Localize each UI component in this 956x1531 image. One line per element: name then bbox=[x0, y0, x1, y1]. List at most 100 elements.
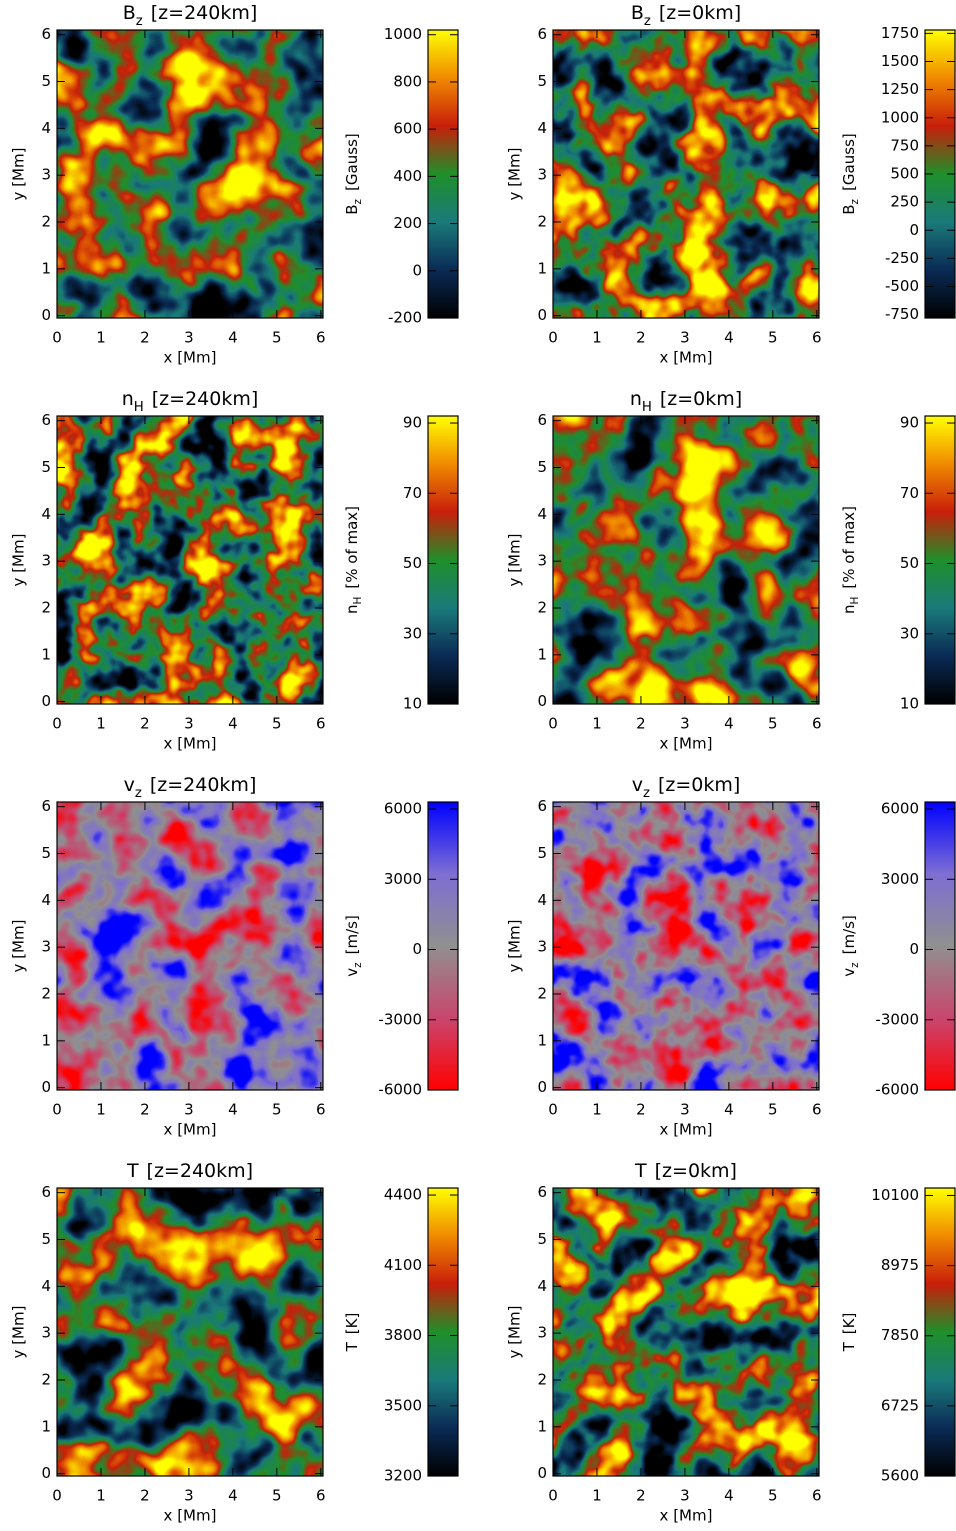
y-axis-label: y [Mm] bbox=[10, 148, 28, 201]
y-axis-label: y [Mm] bbox=[506, 920, 524, 973]
colorbar-tick-label: 3000 bbox=[881, 870, 919, 888]
x-tick-label: 4 bbox=[228, 1101, 238, 1119]
colorbar-tick-label: 800 bbox=[393, 72, 422, 90]
colorbar-tick-label: 1750 bbox=[881, 24, 919, 42]
colorbar-tick-label: 500 bbox=[890, 165, 919, 183]
x-tick-label: 6 bbox=[812, 1101, 822, 1119]
colorbar-tick-label: 8975 bbox=[881, 1256, 919, 1274]
chart-title-sub: z bbox=[643, 786, 650, 801]
y-tick-label: 2 bbox=[41, 599, 51, 617]
y-tick-label: 2 bbox=[537, 1371, 547, 1389]
x-tick-label: 3 bbox=[184, 715, 194, 733]
x-tick-label: 0 bbox=[52, 1101, 62, 1119]
y-axis-label: y [Mm] bbox=[10, 920, 28, 973]
colorbar-label-symbol: B bbox=[343, 204, 361, 214]
colorbar-label-sub: z bbox=[849, 198, 861, 204]
colorbar-tick-label: 0 bbox=[412, 261, 422, 279]
y-tick-label: 2 bbox=[537, 213, 547, 231]
x-tick-label: 0 bbox=[548, 329, 558, 347]
chart-title-rest: [z=240km] bbox=[150, 774, 257, 796]
y-tick-label: 3 bbox=[41, 938, 51, 956]
y-tick-label: 0 bbox=[537, 1078, 547, 1096]
y-tick-label: 0 bbox=[537, 306, 547, 324]
y-tick-label: 0 bbox=[41, 692, 51, 710]
colorbar-tick-label: 0 bbox=[909, 940, 919, 958]
x-axis-label: x [Mm] bbox=[660, 1121, 713, 1139]
colorbar-label-sub: H bbox=[352, 597, 364, 605]
x-tick-label: 1 bbox=[592, 715, 602, 733]
colorbar-tick-label: 0 bbox=[909, 221, 919, 239]
colorbar-label: vz[m/s] bbox=[343, 915, 365, 977]
y-tick-label: 0 bbox=[41, 306, 51, 324]
y-tick-label: 2 bbox=[41, 1371, 51, 1389]
colorbar-tick-label: 30 bbox=[403, 624, 422, 642]
y-tick-label: 2 bbox=[41, 213, 51, 231]
y-tick-label: 4 bbox=[41, 119, 51, 137]
colorbar bbox=[428, 416, 458, 704]
x-axis-label: x [Mm] bbox=[164, 1507, 217, 1525]
x-tick-label: 1 bbox=[96, 715, 106, 733]
x-tick-label: 4 bbox=[724, 329, 734, 347]
y-tick-label: 1 bbox=[537, 259, 547, 277]
y-tick-label: 4 bbox=[537, 119, 547, 137]
colorbar-label-rest: [m/s] bbox=[840, 915, 858, 954]
y-tick-label: 0 bbox=[41, 1464, 51, 1482]
y-tick-label: 4 bbox=[537, 505, 547, 523]
x-tick-label: 2 bbox=[140, 1487, 150, 1505]
y-tick-label: 3 bbox=[537, 1324, 547, 1342]
y-tick-label: 5 bbox=[41, 844, 51, 862]
y-tick-label: 5 bbox=[41, 458, 51, 476]
colorbar-label-rest: [m/s] bbox=[343, 915, 361, 954]
y-tick-label: 6 bbox=[41, 25, 51, 43]
x-tick-label: 0 bbox=[52, 1487, 62, 1505]
y-tick-label: 1 bbox=[41, 645, 51, 663]
colorbar-label-rest: [Gauss] bbox=[343, 133, 361, 191]
colorbar-label-sub: z bbox=[849, 962, 861, 968]
x-tick-label: 0 bbox=[548, 1101, 558, 1119]
colorbar-tick-label: 3000 bbox=[384, 870, 422, 888]
x-tick-label: 5 bbox=[768, 1101, 778, 1119]
colorbar-tick-label: 90 bbox=[403, 414, 422, 432]
x-tick-label: 3 bbox=[184, 1101, 194, 1119]
x-tick-label: 6 bbox=[812, 1487, 822, 1505]
chart-title-symbol: T bbox=[634, 1160, 647, 1182]
colorbar-tick-label: 1500 bbox=[881, 52, 919, 70]
x-tick-label: 1 bbox=[96, 1487, 106, 1505]
colorbar-tick-label: 10100 bbox=[871, 1186, 919, 1204]
colorbar bbox=[428, 30, 458, 318]
x-tick-label: 6 bbox=[316, 715, 326, 733]
colorbar-label: T[K] bbox=[343, 1313, 361, 1353]
colorbar-label-rest: [Gauss] bbox=[840, 133, 858, 191]
x-tick-label: 4 bbox=[228, 1487, 238, 1505]
x-tick-label: 1 bbox=[96, 1101, 106, 1119]
x-tick-label: 1 bbox=[592, 1101, 602, 1119]
chart-title: vz[z=240km] bbox=[124, 774, 257, 801]
colorbar-tick-label: -250 bbox=[885, 249, 919, 267]
x-axis-label: x [Mm] bbox=[164, 349, 217, 367]
y-tick-label: 3 bbox=[41, 1324, 51, 1342]
x-tick-label: 2 bbox=[140, 715, 150, 733]
colorbar-tick-label: 4400 bbox=[384, 1186, 422, 1204]
chart-title-sub: z bbox=[644, 14, 651, 29]
y-tick-label: 6 bbox=[41, 797, 51, 815]
chart-title-sub: z bbox=[135, 786, 142, 801]
y-tick-label: 1 bbox=[41, 1417, 51, 1435]
x-tick-label: 1 bbox=[592, 1487, 602, 1505]
heatmap-image bbox=[57, 1188, 323, 1476]
colorbar-tick-label: 4100 bbox=[384, 1256, 422, 1274]
colorbar-label-symbol: T bbox=[343, 1341, 361, 1352]
colorbar-tick-label: 6000 bbox=[384, 800, 422, 818]
x-tick-label: 6 bbox=[812, 715, 822, 733]
heatmap-image bbox=[553, 1188, 819, 1476]
heatmap-image bbox=[553, 802, 819, 1090]
chart-title: T[z=0km] bbox=[634, 1160, 737, 1182]
colorbar-tick-label: 10 bbox=[403, 695, 422, 713]
colorbar-tick-label: 200 bbox=[393, 214, 422, 232]
heatmap-image bbox=[57, 802, 323, 1090]
heatmap-image bbox=[57, 30, 323, 318]
chart-title-rest: [z=0km] bbox=[658, 774, 740, 796]
x-tick-label: 1 bbox=[96, 329, 106, 347]
chart-title-rest: [z=240km] bbox=[152, 388, 259, 410]
colorbar-tick-label: 3500 bbox=[384, 1396, 422, 1414]
colorbar-label: Bz[Gauss] bbox=[343, 133, 365, 214]
